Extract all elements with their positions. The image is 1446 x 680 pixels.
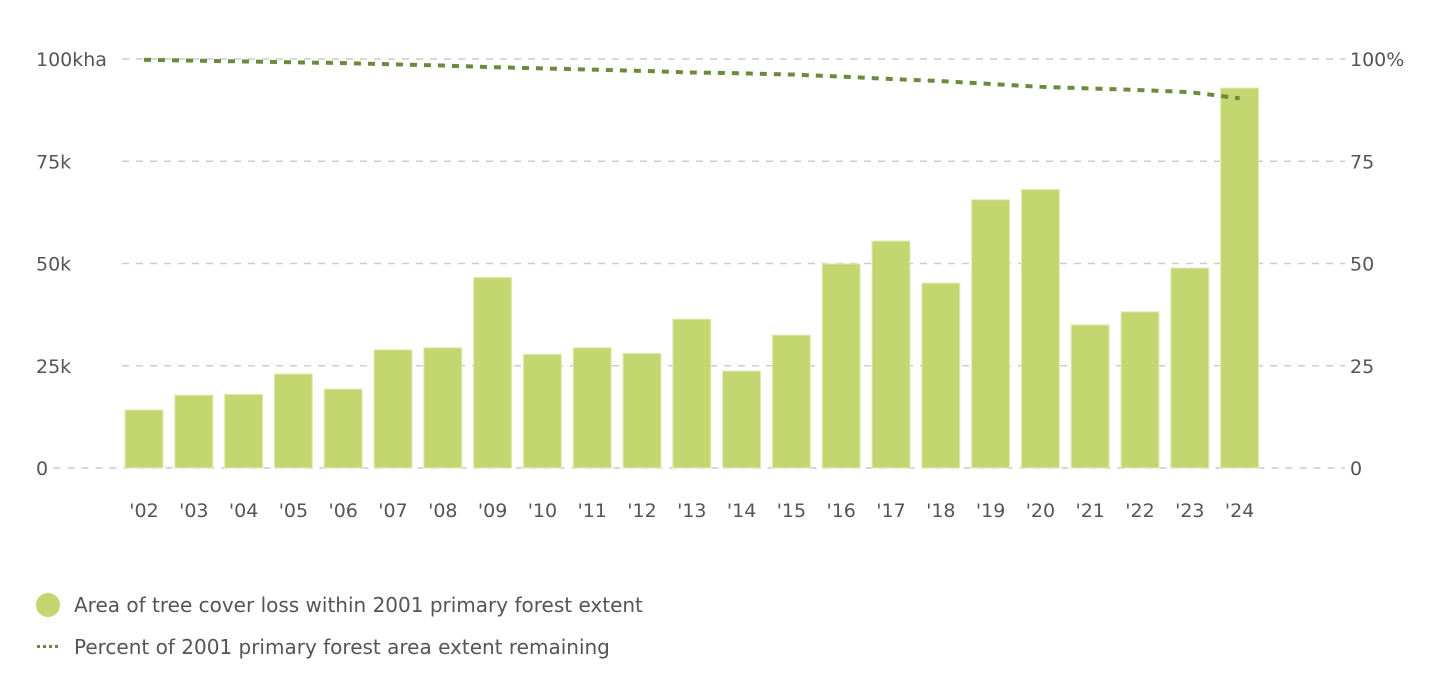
percent-line: [143, 57, 1240, 101]
x-tick-label: '08: [428, 500, 457, 522]
bar: [921, 282, 961, 469]
bar: [522, 353, 562, 469]
bar: [473, 276, 513, 469]
y-tick-label: 100kha: [36, 49, 107, 71]
bar: [1070, 324, 1110, 469]
x-tick-label: '14: [727, 500, 756, 522]
x-tick-label: '07: [378, 500, 407, 522]
x-tick-label: '18: [926, 500, 955, 522]
bar: [871, 240, 911, 469]
bar: [672, 318, 712, 469]
bar: [273, 373, 313, 469]
x-tick-label: '23: [1175, 500, 1204, 522]
x-tick-label: '24: [1225, 500, 1254, 522]
bar: [224, 393, 264, 469]
legend-dotted-line-icon: [36, 645, 60, 649]
x-tick-label: '12: [627, 500, 656, 522]
legend-line-dot: [37, 645, 40, 648]
x-axis: '02 '03 '04 '05 '06 '07 '08 '09 '10 '11 '12 '13 '14 '…: [129, 500, 1254, 522]
bars: [124, 87, 1260, 469]
legend: Area of tree cover loss within 2001 prim…: [36, 584, 643, 668]
bar: [1170, 267, 1210, 469]
bar: [423, 347, 463, 469]
percent-line-path: [143, 57, 1240, 101]
bar: [572, 347, 612, 469]
x-tick-label: '21: [1075, 500, 1104, 522]
x-tick-label: '09: [478, 500, 507, 522]
legend-label-percent: Percent of 2001 primary forest area exte…: [74, 635, 610, 659]
bar: [821, 263, 861, 469]
y-tick-label: 0: [36, 458, 48, 480]
bar: [1220, 87, 1260, 469]
legend-line-dot: [55, 645, 58, 648]
bar: [771, 334, 811, 469]
legend-line-dot: [43, 645, 46, 648]
x-tick-label: '19: [976, 500, 1005, 522]
bar: [971, 199, 1011, 469]
y-tick-label: 75k: [36, 151, 71, 173]
x-tick-label: '10: [528, 500, 557, 522]
y2-tick-label: 0: [1350, 458, 1362, 480]
legend-line-dot: [49, 645, 52, 648]
x-tick-label: '11: [577, 500, 606, 522]
legend-label-loss: Area of tree cover loss within 2001 prim…: [74, 593, 643, 617]
bar: [323, 388, 363, 469]
x-tick-label: '13: [677, 500, 706, 522]
legend-dot-icon: [36, 593, 60, 617]
y2-tick-label: 25: [1350, 356, 1374, 378]
y2-tick-label: 50: [1350, 254, 1374, 276]
x-tick-label: '06: [328, 500, 357, 522]
x-tick-label: '05: [279, 500, 308, 522]
bar: [373, 349, 413, 469]
x-tick-label: '20: [1026, 500, 1055, 522]
y2-tick-label: 75: [1350, 151, 1374, 173]
bar: [174, 394, 214, 469]
bar: [1120, 311, 1160, 469]
y2-tick-label: 100%: [1350, 49, 1404, 71]
bar: [124, 409, 164, 469]
x-tick-label: '03: [179, 500, 208, 522]
x-tick-label: '17: [876, 500, 905, 522]
bar: [622, 352, 662, 469]
x-tick-label: '22: [1125, 500, 1154, 522]
y-tick-label: 50k: [36, 254, 71, 276]
y-tick-label: 25k: [36, 356, 71, 378]
x-tick-label: '16: [826, 500, 855, 522]
bar: [1020, 188, 1060, 469]
y-axis-left: 0 25k 50k 75k 100kha: [36, 49, 107, 480]
x-tick-label: '02: [129, 500, 158, 522]
legend-item-percent[interactable]: Percent of 2001 primary forest area exte…: [36, 626, 643, 668]
x-tick-label: '04: [229, 500, 258, 522]
bar: [722, 370, 762, 469]
y-axis-right: 0 25 50 75 100%: [1350, 49, 1404, 480]
legend-item-loss[interactable]: Area of tree cover loss within 2001 prim…: [36, 584, 643, 626]
x-tick-label: '15: [777, 500, 806, 522]
